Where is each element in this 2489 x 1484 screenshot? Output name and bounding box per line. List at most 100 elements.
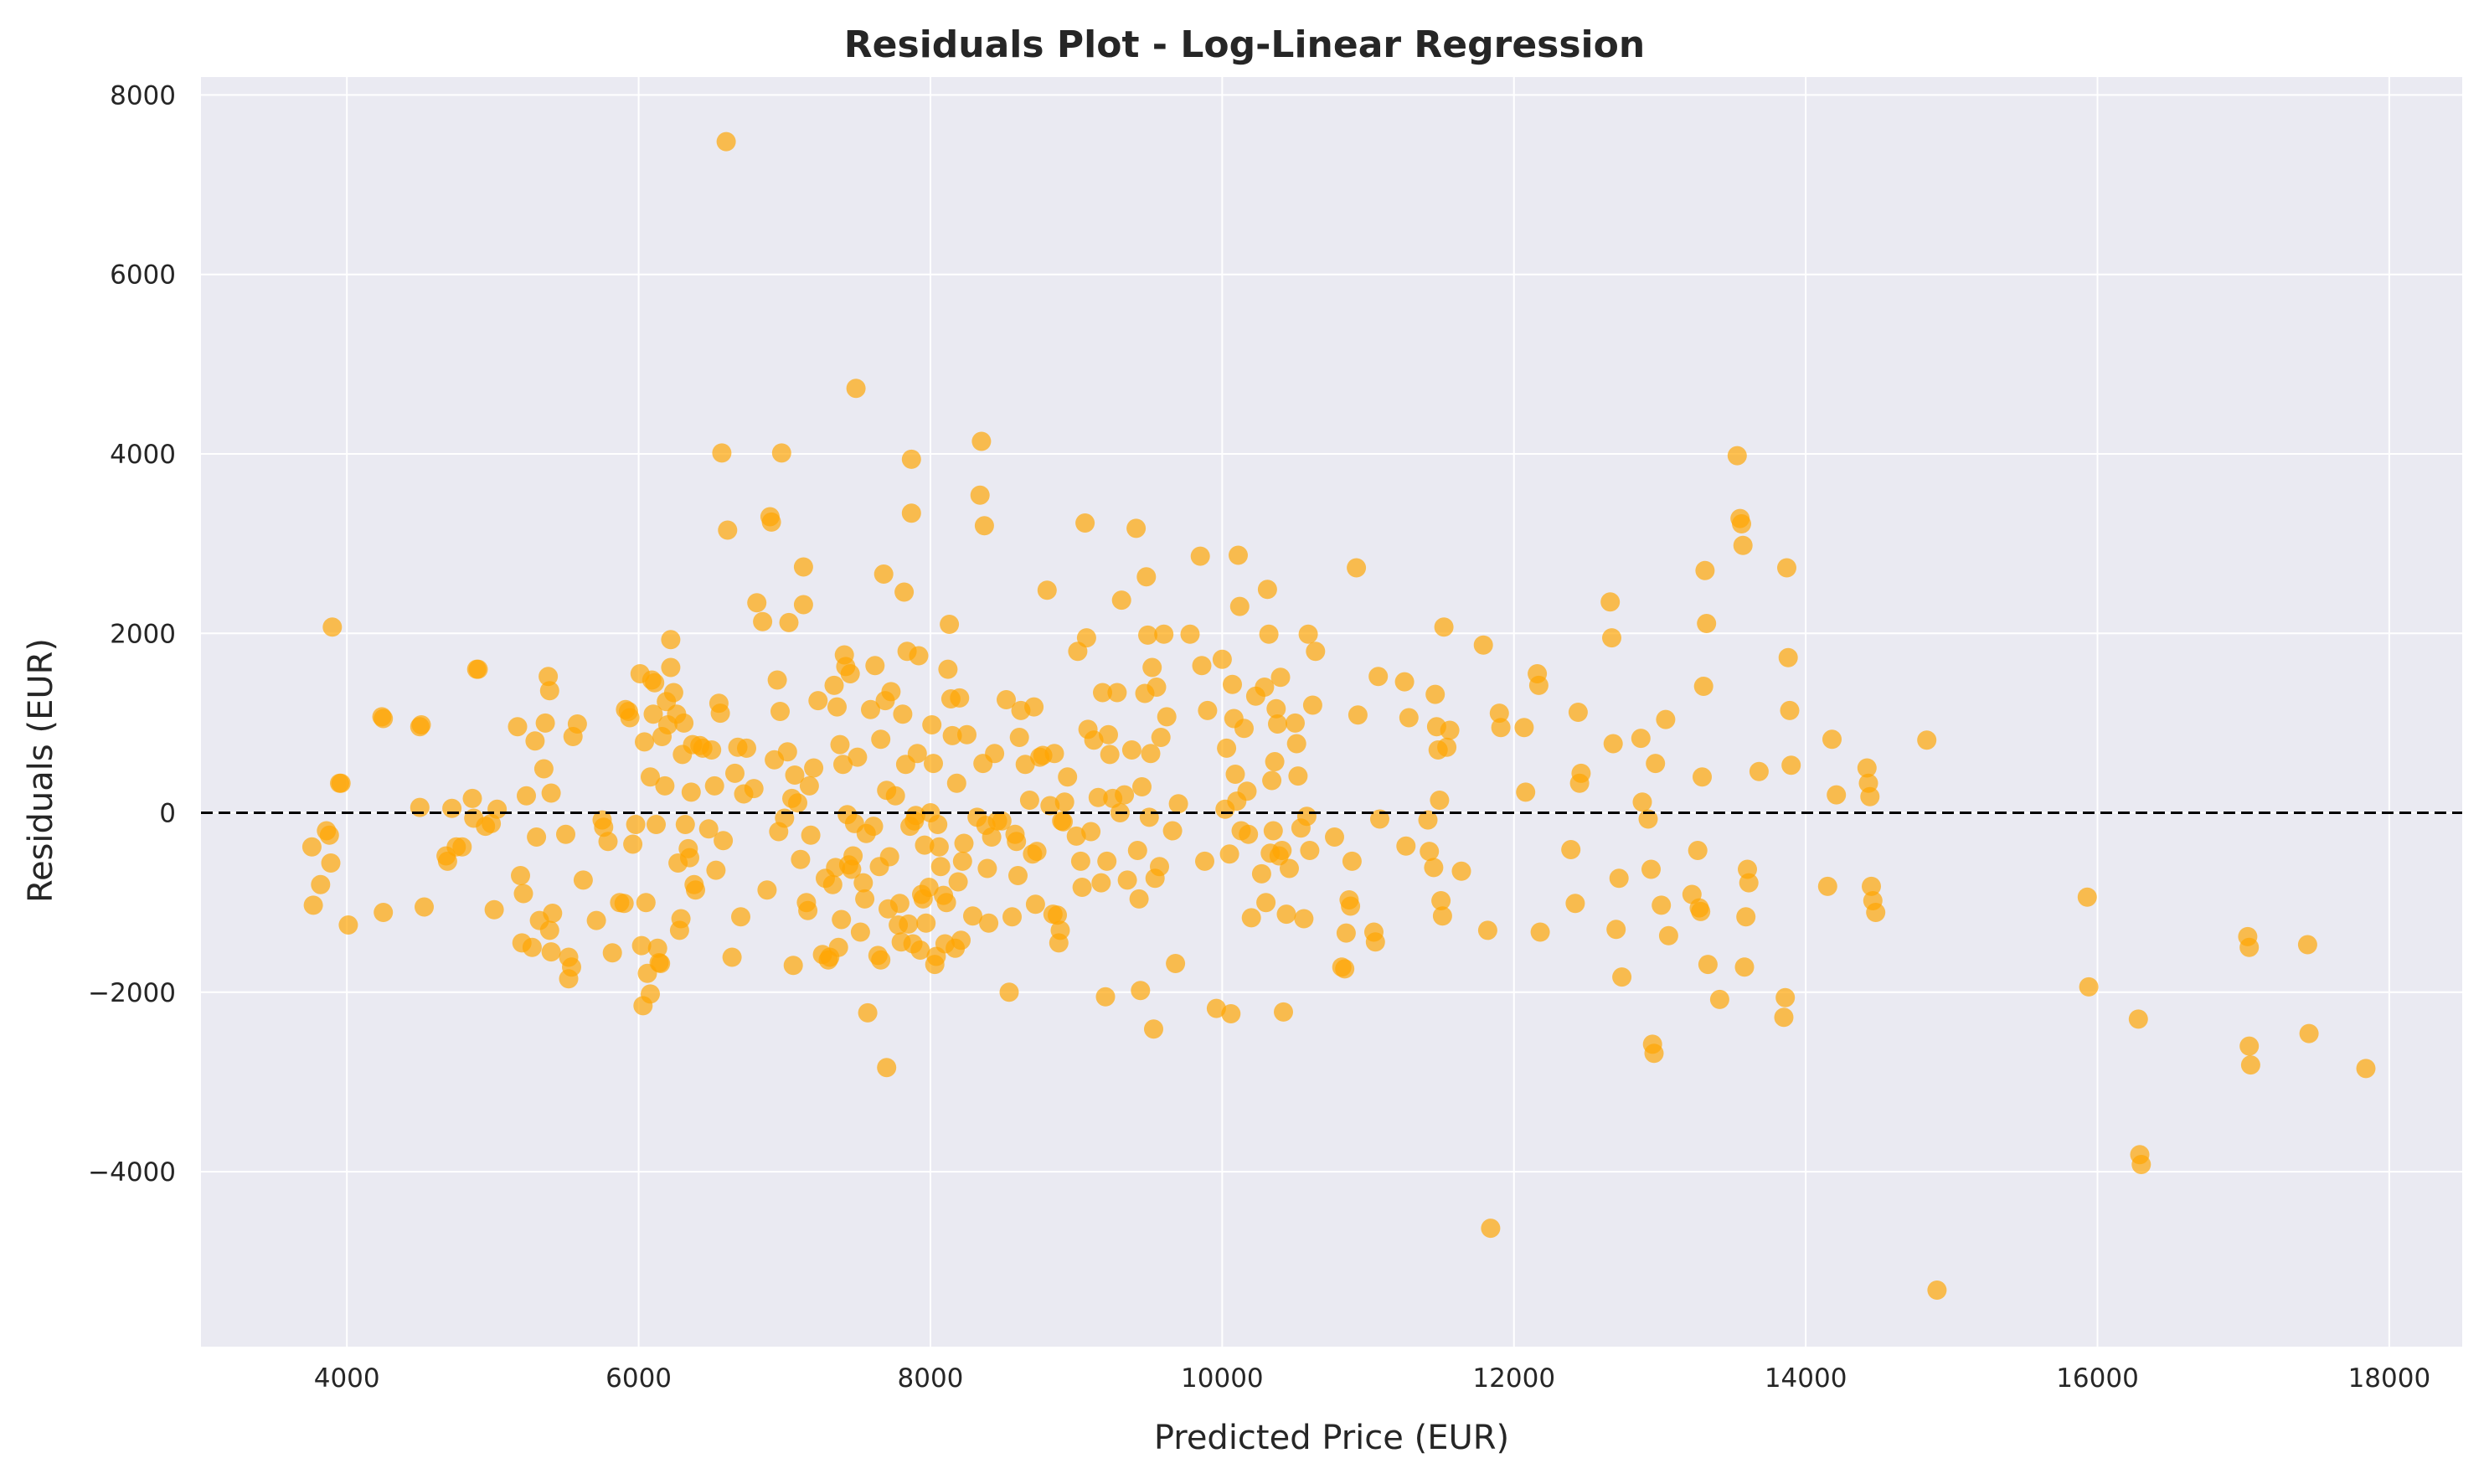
data-point: [924, 754, 943, 774]
x-tick-label: 4000: [314, 1363, 380, 1394]
x-axis-label: Predicted Price (EUR): [1154, 1419, 1509, 1457]
data-point: [928, 815, 948, 834]
data-point: [1342, 851, 1362, 871]
data-point: [1223, 674, 1242, 694]
data-point: [952, 851, 972, 871]
data-point: [1727, 446, 1747, 466]
data-point: [1126, 518, 1147, 538]
data-point: [1002, 907, 1022, 927]
data-point: [1396, 836, 1416, 856]
data-point: [1263, 821, 1283, 841]
data-point: [1221, 1004, 1241, 1023]
data-point: [850, 922, 870, 942]
data-point: [2128, 1009, 2148, 1029]
data-point: [827, 697, 847, 717]
data-point: [1739, 873, 1759, 893]
data-point: [785, 765, 805, 785]
data-point: [1561, 840, 1581, 859]
data-point: [1860, 786, 1880, 806]
data-point: [620, 708, 640, 728]
data-point: [1099, 724, 1118, 745]
data-point: [686, 880, 705, 900]
data-point: [1131, 981, 1151, 1001]
data-point: [1180, 624, 1200, 644]
data-point: [1091, 873, 1111, 893]
data-point: [1658, 925, 1678, 946]
data-point: [1530, 922, 1550, 942]
data-point: [1917, 730, 1937, 750]
data-point: [712, 443, 732, 463]
data-point: [2077, 887, 2097, 907]
data-point: [1256, 893, 1276, 913]
data-point: [846, 379, 866, 399]
data-point: [331, 773, 351, 793]
data-point: [942, 725, 962, 745]
data-point: [767, 670, 787, 690]
data-point: [843, 846, 863, 866]
data-point: [871, 950, 891, 970]
data-point: [411, 715, 431, 734]
data-point: [737, 738, 756, 758]
data-point: [954, 833, 974, 853]
data-point: [982, 827, 1002, 847]
data-point: [1229, 596, 1250, 616]
x-tick-label: 16000: [2056, 1363, 2139, 1394]
data-point: [1368, 667, 1389, 687]
data-point: [889, 894, 910, 914]
data-point: [791, 849, 811, 869]
data-point: [2239, 937, 2260, 957]
data-point: [539, 667, 559, 687]
data-point: [970, 485, 990, 505]
data-point: [2079, 976, 2099, 997]
data-point: [753, 611, 773, 631]
data-point: [1489, 703, 1509, 724]
data-point: [513, 884, 533, 904]
data-point: [671, 909, 691, 929]
data-point: [321, 853, 341, 873]
data-point: [992, 811, 1012, 831]
data-point: [901, 503, 921, 523]
data-point: [415, 897, 434, 917]
data-point: [1644, 1043, 1664, 1064]
data-point: [2299, 1023, 2319, 1043]
data-point: [1095, 987, 1116, 1007]
data-point: [879, 847, 899, 867]
data-point: [997, 690, 1016, 709]
data-point: [909, 646, 929, 666]
chart-title: Residuals Plot - Log-Linear Regression: [844, 23, 1645, 66]
data-point: [833, 755, 853, 775]
data-point: [374, 903, 394, 922]
data-point: [702, 740, 722, 760]
data-point: [674, 713, 694, 733]
data-point: [1150, 857, 1169, 877]
data-point: [468, 659, 488, 679]
scatter-points: [301, 131, 2376, 1300]
data-point: [840, 664, 860, 683]
data-point: [1774, 1007, 1794, 1028]
data-point: [1259, 624, 1279, 644]
data-point: [1432, 906, 1452, 926]
data-point: [661, 657, 681, 678]
data-point: [725, 763, 745, 783]
data-point: [1100, 745, 1120, 765]
data-point: [442, 798, 462, 818]
data-point: [1136, 567, 1157, 587]
data-point: [1007, 832, 1027, 852]
data-point: [1294, 909, 1314, 929]
data-point: [761, 512, 781, 532]
data-point: [1434, 617, 1454, 637]
data-point: [1066, 826, 1086, 846]
data-point: [1817, 876, 1837, 896]
data-point: [1606, 920, 1626, 940]
data-point: [1195, 851, 1214, 871]
data-point: [1229, 545, 1248, 565]
data-point: [1257, 580, 1277, 600]
data-point: [661, 630, 681, 650]
data-point: [1162, 821, 1183, 841]
data-point: [899, 914, 919, 934]
data-point: [1076, 628, 1096, 648]
data-point: [1732, 514, 1751, 533]
data-point: [974, 516, 994, 536]
data-point: [1129, 889, 1149, 909]
data-point: [853, 873, 873, 893]
